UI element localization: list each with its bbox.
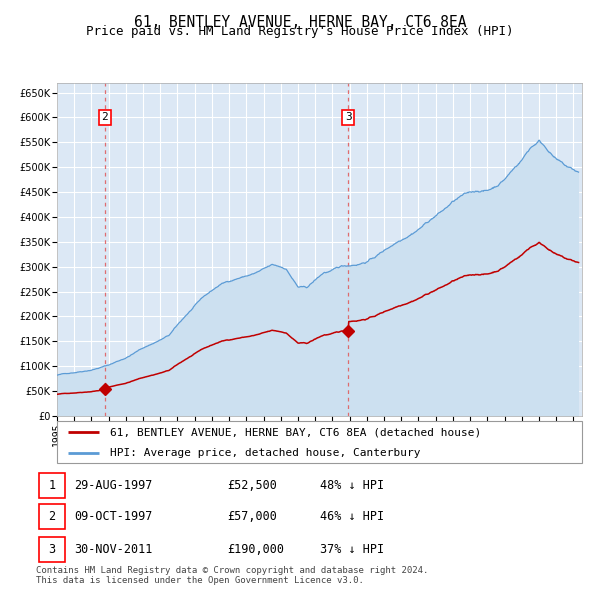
FancyBboxPatch shape	[57, 421, 582, 463]
Text: 2: 2	[48, 510, 55, 523]
Text: £190,000: £190,000	[227, 543, 284, 556]
Text: 46% ↓ HPI: 46% ↓ HPI	[320, 510, 384, 523]
Text: £52,500: £52,500	[227, 479, 277, 492]
Text: 3: 3	[48, 543, 55, 556]
Text: 1: 1	[48, 479, 55, 492]
Text: 29-AUG-1997: 29-AUG-1997	[74, 479, 152, 492]
Text: 61, BENTLEY AVENUE, HERNE BAY, CT6 8EA (detached house): 61, BENTLEY AVENUE, HERNE BAY, CT6 8EA (…	[110, 427, 481, 437]
FancyBboxPatch shape	[39, 473, 65, 498]
Text: 48% ↓ HPI: 48% ↓ HPI	[320, 479, 384, 492]
Text: 37% ↓ HPI: 37% ↓ HPI	[320, 543, 384, 556]
Text: 2: 2	[101, 113, 108, 123]
FancyBboxPatch shape	[39, 504, 65, 529]
Text: 61, BENTLEY AVENUE, HERNE BAY, CT6 8EA: 61, BENTLEY AVENUE, HERNE BAY, CT6 8EA	[134, 15, 466, 30]
Text: This data is licensed under the Open Government Licence v3.0.: This data is licensed under the Open Gov…	[36, 576, 364, 585]
Text: 09-OCT-1997: 09-OCT-1997	[74, 510, 152, 523]
Text: Contains HM Land Registry data © Crown copyright and database right 2024.: Contains HM Land Registry data © Crown c…	[36, 566, 428, 575]
Text: £57,000: £57,000	[227, 510, 277, 523]
Text: 3: 3	[345, 113, 352, 123]
Text: 30-NOV-2011: 30-NOV-2011	[74, 543, 152, 556]
FancyBboxPatch shape	[39, 537, 65, 562]
Text: Price paid vs. HM Land Registry's House Price Index (HPI): Price paid vs. HM Land Registry's House …	[86, 25, 514, 38]
Text: HPI: Average price, detached house, Canterbury: HPI: Average price, detached house, Cant…	[110, 448, 420, 457]
